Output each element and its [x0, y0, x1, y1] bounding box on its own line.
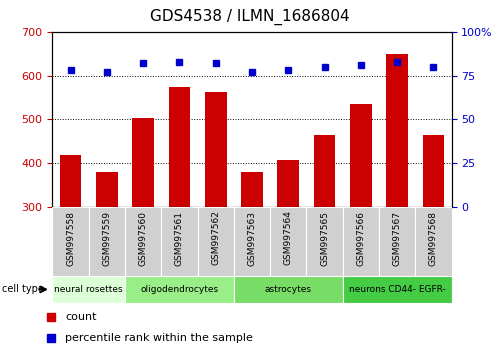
Bar: [415, 207, 452, 276]
Bar: [423, 135, 444, 207]
Bar: [125, 207, 161, 276]
Text: GSM997560: GSM997560: [139, 211, 148, 266]
Text: GSM997568: GSM997568: [429, 211, 438, 266]
Bar: [89, 207, 125, 276]
Bar: [314, 135, 335, 207]
Bar: [306, 207, 343, 276]
Bar: [161, 207, 198, 276]
Bar: [379, 207, 415, 276]
Bar: [234, 207, 270, 276]
Text: GDS4538 / ILMN_1686804: GDS4538 / ILMN_1686804: [150, 9, 349, 25]
Text: astrocytes: astrocytes: [265, 285, 312, 294]
Bar: [386, 54, 408, 207]
Bar: [241, 172, 263, 207]
Text: GSM997559: GSM997559: [102, 211, 111, 266]
Bar: [198, 207, 234, 276]
Text: GSM997564: GSM997564: [284, 211, 293, 266]
Text: GSM997558: GSM997558: [66, 211, 75, 266]
Bar: [270, 207, 306, 276]
Text: GSM997563: GSM997563: [248, 211, 256, 266]
Bar: [343, 276, 452, 303]
Text: GSM997561: GSM997561: [175, 211, 184, 266]
Bar: [350, 104, 372, 207]
Text: GSM997562: GSM997562: [211, 211, 220, 266]
Bar: [132, 118, 154, 207]
Text: neural rosettes: neural rosettes: [54, 285, 123, 294]
Bar: [169, 87, 190, 207]
Text: GSM997565: GSM997565: [320, 211, 329, 266]
Bar: [52, 276, 125, 303]
Bar: [343, 207, 379, 276]
Bar: [205, 92, 227, 207]
Text: GSM997566: GSM997566: [356, 211, 365, 266]
Text: neurons CD44- EGFR-: neurons CD44- EGFR-: [349, 285, 446, 294]
Text: oligodendrocytes: oligodendrocytes: [140, 285, 219, 294]
Bar: [60, 155, 81, 207]
Bar: [125, 276, 234, 303]
Text: percentile rank within the sample: percentile rank within the sample: [65, 332, 253, 343]
Text: count: count: [65, 312, 97, 322]
Bar: [52, 207, 89, 276]
Bar: [277, 160, 299, 207]
Text: cell type: cell type: [2, 284, 44, 295]
Bar: [234, 276, 343, 303]
Text: GSM997567: GSM997567: [393, 211, 402, 266]
Bar: [96, 172, 118, 207]
